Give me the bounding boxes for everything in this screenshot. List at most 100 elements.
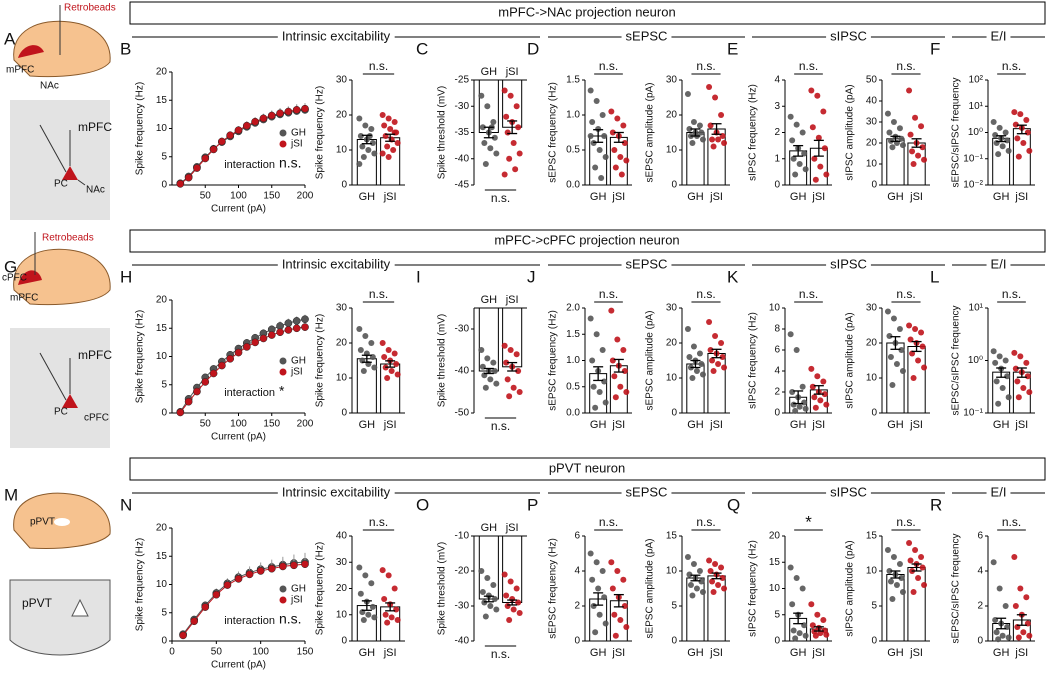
y-tick-label: 20 [866, 138, 878, 149]
significance: n.s. [799, 59, 818, 73]
row-header-box [129, 229, 1046, 253]
data-point [620, 576, 627, 583]
data-point [393, 606, 400, 613]
data-point [621, 368, 628, 374]
data-point [921, 156, 928, 163]
y-axis-label: Spike threshold (mV) [437, 542, 448, 635]
bar [502, 307, 523, 368]
data-point [690, 561, 697, 567]
data-point [808, 365, 815, 372]
data-point [893, 582, 900, 588]
significance: n.s. [491, 419, 510, 433]
data-point [793, 121, 800, 128]
y-tick-label: 10¹ [969, 101, 984, 112]
y-tick-label: 20 [156, 523, 168, 534]
data-point [491, 368, 498, 374]
data-point [712, 561, 719, 567]
data-point [884, 110, 891, 117]
section-title-bg [277, 484, 395, 500]
y-tick-label: 0 [671, 180, 677, 191]
data-point [513, 351, 520, 358]
data-point [718, 564, 725, 571]
point [259, 334, 268, 343]
row-title: pPVT neuron [549, 460, 625, 475]
data-point [808, 601, 815, 608]
point [301, 560, 309, 569]
data-point [487, 376, 494, 383]
data-point [487, 145, 494, 152]
y-tick-label: 2 [774, 387, 780, 398]
y-tick-label: 6 [574, 531, 580, 542]
section-title: sEPSC [626, 484, 668, 499]
data-point [1005, 634, 1012, 641]
series-line [179, 318, 306, 413]
data-point [515, 599, 522, 606]
y-axis-label: Spike frequency (Hz) [135, 310, 146, 403]
data-point [898, 347, 905, 353]
data-point [796, 403, 803, 410]
data-point [593, 331, 600, 338]
y-tick-label: 0 [671, 636, 677, 647]
y-tick-label: -30 [455, 101, 470, 112]
data-point [356, 564, 363, 571]
y-tick-label: 5 [671, 601, 677, 612]
data-point [912, 547, 919, 553]
data-point [1020, 384, 1027, 391]
data-point [814, 92, 821, 99]
category-label: GH [359, 191, 376, 203]
data-point [503, 359, 510, 366]
y-tick-label: 15 [156, 323, 168, 334]
data-point [612, 164, 619, 171]
data-point [1023, 359, 1030, 366]
data-point [1020, 139, 1027, 146]
data-point [617, 383, 624, 390]
data-point [366, 133, 373, 139]
data-point [620, 122, 627, 129]
row-title: mPFC->NAc projection neuron [498, 4, 675, 19]
interaction-label: interaction [224, 159, 275, 171]
data-point [388, 614, 395, 621]
data-point [896, 326, 903, 332]
section-title-bg [986, 256, 1011, 272]
category-label: GH [359, 419, 376, 431]
data-point [812, 404, 819, 411]
y-tick-label: 30 [336, 75, 348, 86]
data-point [614, 568, 621, 574]
data-point [793, 575, 800, 581]
significance: n.s. [896, 515, 915, 529]
neuron [62, 394, 78, 408]
y-tick-label: 0 [871, 180, 877, 191]
panel-letter: B [120, 39, 131, 58]
data-point [790, 627, 797, 634]
data-point [899, 368, 906, 374]
data-point [388, 368, 395, 374]
data-point [899, 589, 906, 595]
data-point [482, 613, 489, 620]
point [234, 348, 243, 357]
x-tick-label: 200 [297, 191, 314, 202]
data-point [1014, 135, 1021, 142]
legend-marker [279, 596, 287, 604]
schematic: M pPVT pPVT [4, 485, 111, 656]
point [292, 106, 301, 114]
point [245, 570, 254, 579]
data-point [357, 590, 364, 597]
data-point [490, 582, 497, 588]
panel-letter: G [4, 257, 17, 276]
point [284, 326, 293, 334]
data-point [1011, 109, 1018, 116]
y-tick-label: 20 [156, 67, 168, 78]
series-line [179, 109, 306, 184]
data-point [992, 132, 999, 139]
data-point [501, 342, 508, 349]
data-point [611, 611, 618, 618]
data-point [1002, 357, 1009, 364]
data-point [721, 585, 728, 592]
y-tick-label: 2.0 [566, 303, 580, 314]
point [223, 581, 232, 589]
category-label: jSI [383, 191, 397, 203]
label: NAc [86, 185, 105, 196]
y-tick-label: -45 [455, 180, 470, 191]
y-axis-label: sEPSC amplitude (pA) [645, 82, 656, 182]
y-tick-label: 5 [871, 601, 877, 612]
